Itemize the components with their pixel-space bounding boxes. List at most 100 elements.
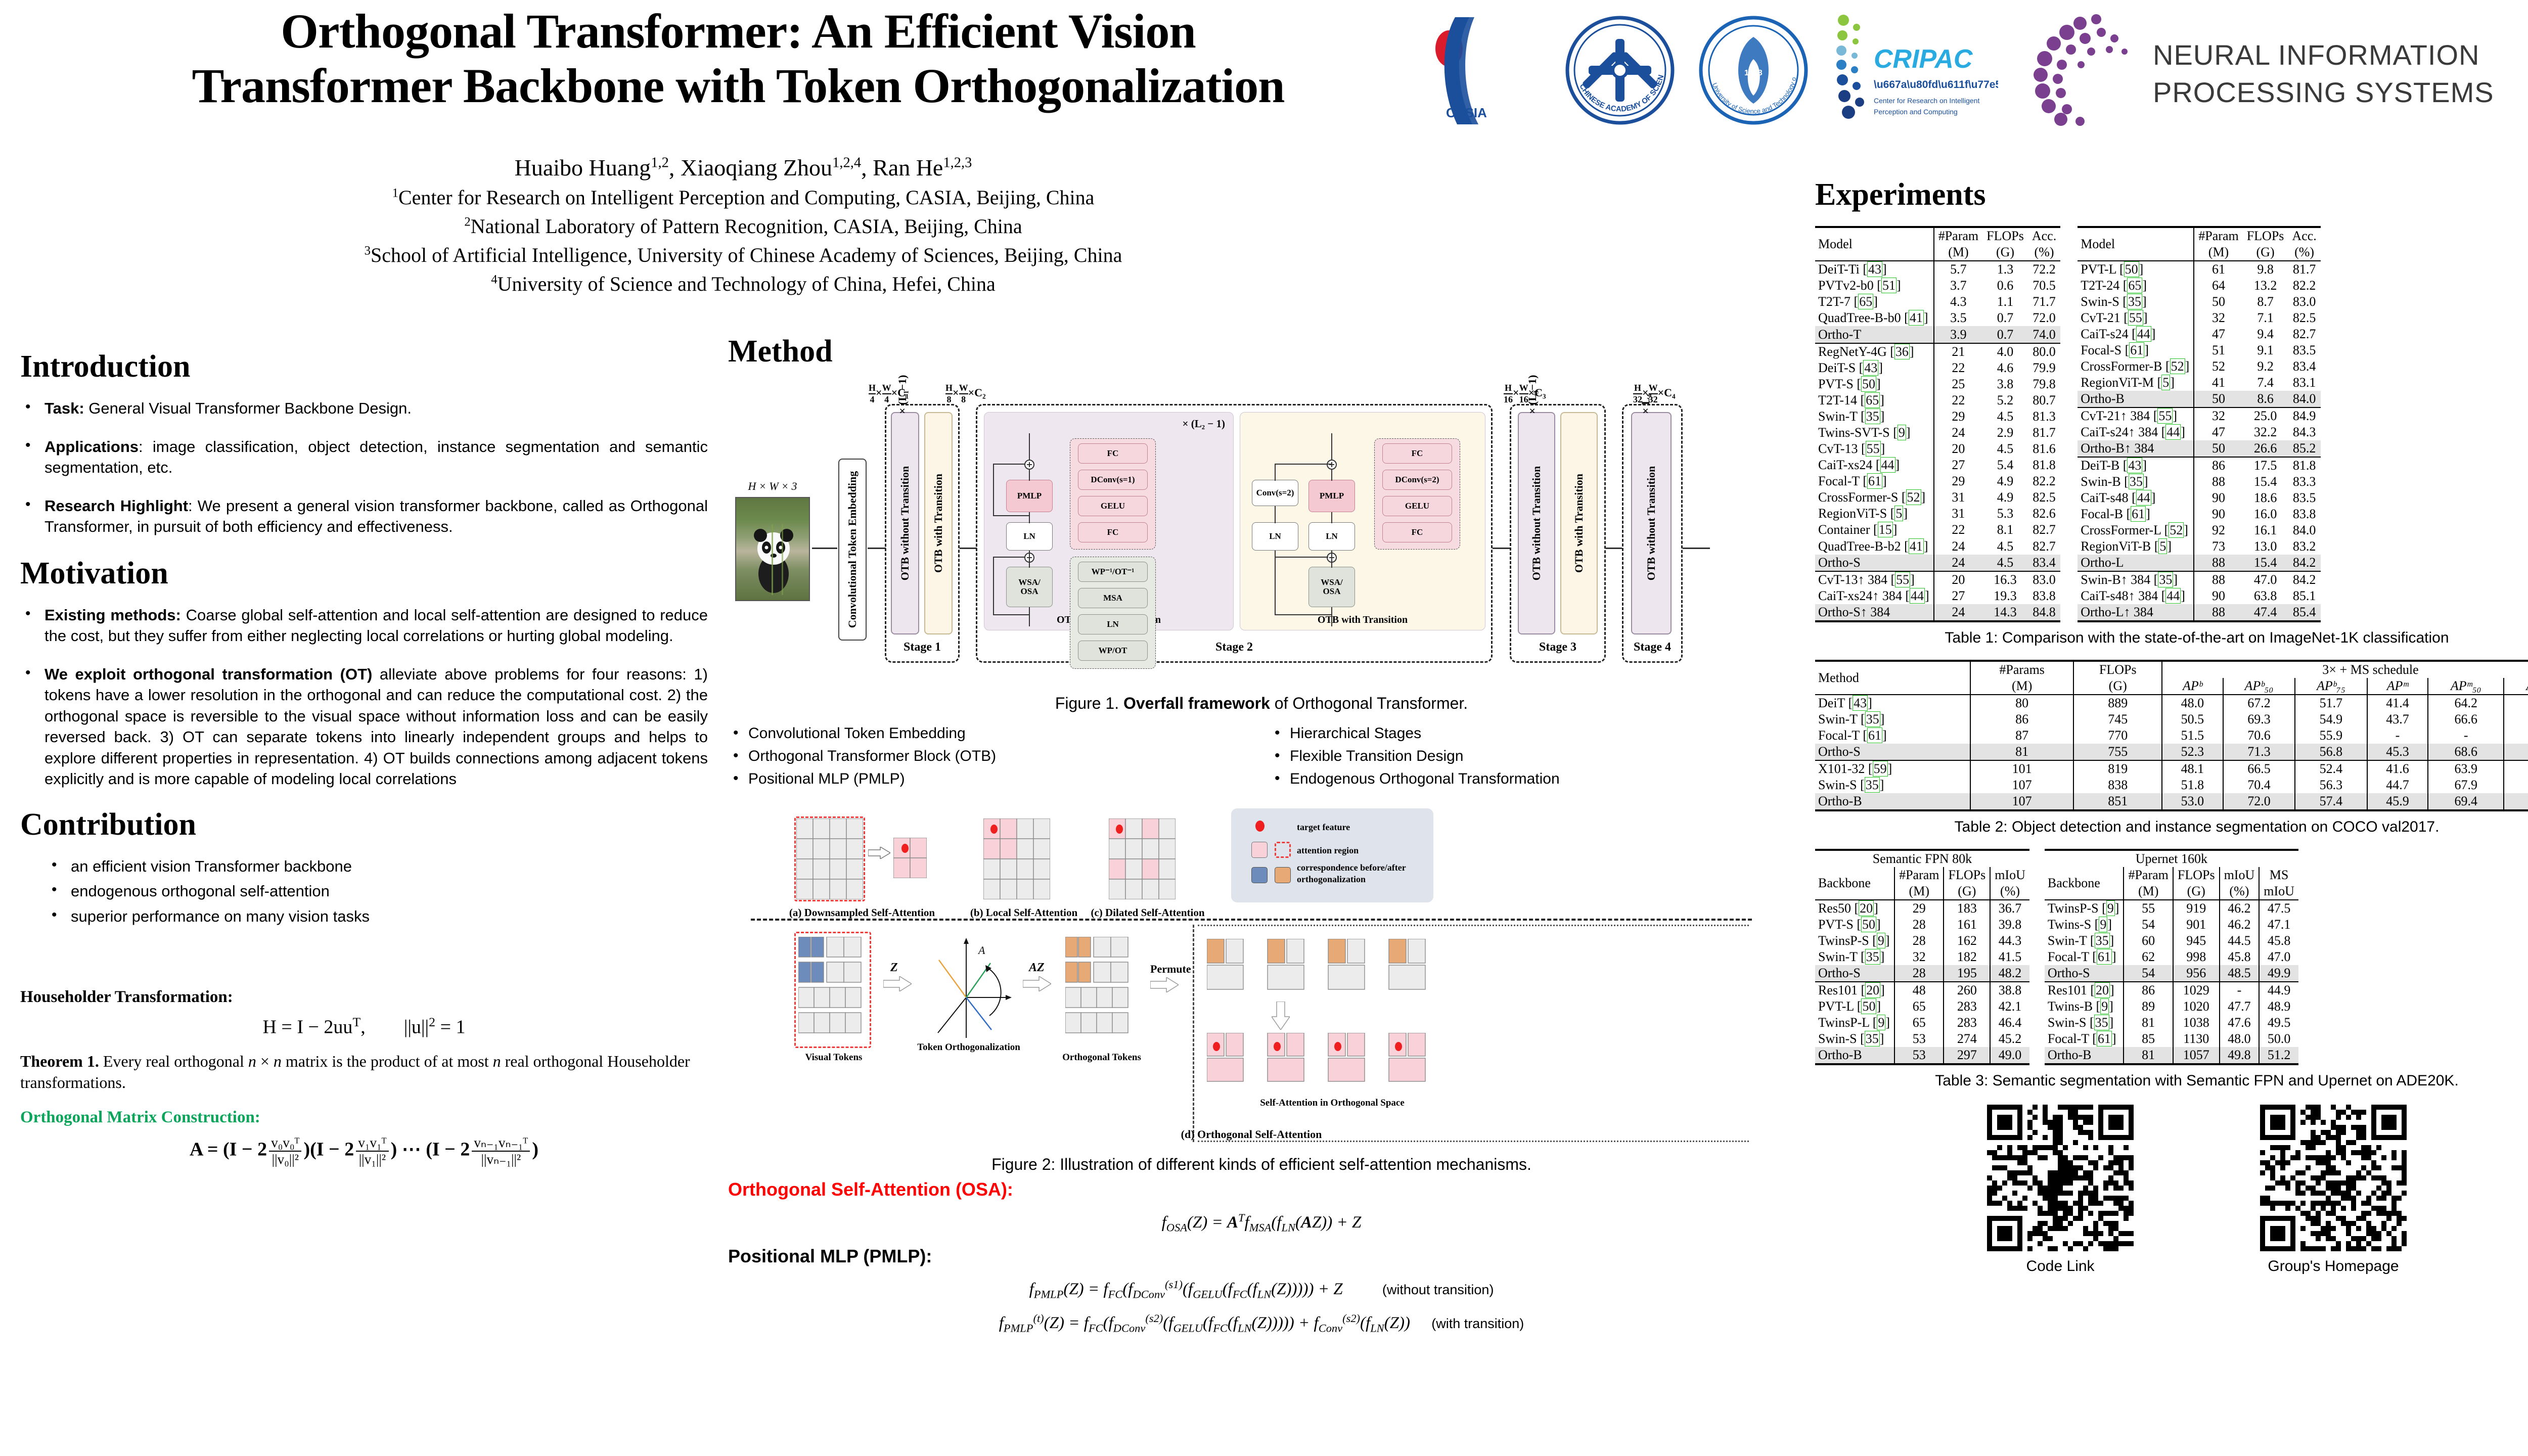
householder-formula: H = I − 2uuT, ||u||2 = 1 bbox=[262, 1014, 466, 1038]
code-link-qr[interactable] bbox=[1987, 1105, 2134, 1251]
table-3-left: Semantic FPN 80k Backbone #Param FLOPs mIoU(… bbox=[1815, 849, 2029, 1065]
page-title: Orthogonal Transformer: An Efficient Vis… bbox=[61, 4, 1416, 113]
table-row: CrossFormer-L [52] 92 16.1 84.0 bbox=[2081, 522, 2316, 538]
list-item: Endogenous Orthogonal Transformation bbox=[1270, 767, 1795, 790]
legend-correspondence-label: correspondence before/after orthogonaliz… bbox=[1297, 862, 1406, 884]
fig2d-permute-label-top: Permute bbox=[1150, 963, 1191, 975]
introduction-list: Task: General Visual Transformer Backbon… bbox=[20, 397, 708, 537]
table-row: Res50 [20] 29 183 36.7 bbox=[1815, 899, 2029, 917]
stage3-otb-with-transition: OTB with Transition bbox=[1560, 412, 1598, 634]
cripac-logo: CRIPAC \u667a\u80fd\u611f\u77e5\u4e0e\u8… bbox=[1831, 12, 2232, 128]
stage1-otb-without-transition: OTB without Transition bbox=[891, 412, 919, 634]
table-row: CrossFormer-S [52] 31 4.9 82.5 bbox=[1815, 489, 2060, 506]
fig1-caption-pre: Figure 1. bbox=[1055, 694, 1123, 712]
table-row: PVT-S [50] 28 161 39.8 bbox=[1815, 917, 2029, 933]
fig2a-arrow-icon bbox=[868, 847, 890, 859]
legend-target-dot-icon bbox=[1255, 821, 1265, 832]
fig2d-down-arrow-icon bbox=[1272, 1002, 1290, 1030]
fig2a-token-grid bbox=[796, 818, 863, 899]
table-1-caption: Table 1: Comparison with the state-of-th… bbox=[1945, 629, 2449, 646]
table-row: CaiT-xs24 [44] 27 5.4 81.8 bbox=[1815, 457, 2060, 474]
fig2d-arrow-permute-icon bbox=[1150, 977, 1179, 992]
stage-1-box bbox=[885, 404, 960, 663]
table-1-right: Model #Param FLOPs Acc. (M) (G) (%) PVT-L [50] 6… bbox=[2078, 226, 2321, 622]
skip-edge bbox=[993, 557, 1025, 558]
table-row: Res101 [20] 48 260 38.8 bbox=[1815, 981, 2029, 998]
group-homepage-qr[interactable] bbox=[2260, 1105, 2407, 1251]
node-gelu-2: GELU bbox=[1382, 496, 1452, 516]
table-row: Swin-S [35] 81 1038 47.6 49.5 bbox=[2045, 1015, 2298, 1031]
node-fc-top-2: FC bbox=[1382, 443, 1452, 464]
stage3-multiplier: × (L₃−1) bbox=[1526, 375, 1539, 415]
fig2d-orthogonal-tokens-label: Orthogonal Tokens bbox=[1062, 1052, 1141, 1063]
table-3-right: Upernet 160k Backbone #Param FLOPs mIoU MS (M)… bbox=[2044, 849, 2298, 1065]
fig2d-self-attention-orth-label: Self-Attention in Orthogonal Space bbox=[1260, 1098, 1405, 1108]
edge bbox=[1331, 433, 1332, 460]
skip-edge bbox=[1275, 464, 1276, 481]
node-msa-1: MSA bbox=[1078, 588, 1148, 608]
code-link-qr-block[interactable]: Code Link bbox=[1987, 1105, 2134, 1275]
poster-header: Orthogonal Transformer: An Efficient Vis… bbox=[0, 0, 2528, 157]
arrow-embed-to-stage1 bbox=[868, 548, 886, 549]
edge bbox=[1029, 512, 1030, 523]
node-wsa-osa-1: WSA/ OSA bbox=[1006, 567, 1053, 607]
fig2d-orth-space-row-top bbox=[1207, 939, 1426, 990]
orthogonal-matrix-formula: A = (I − 2 v₀v₀ᵀ ||v₀||²)(I − 2 v₁v₁ᵀ ||v₁||… bbox=[20, 1135, 708, 1167]
node-ln-trans-a: LN bbox=[1252, 522, 1298, 551]
skip-edge bbox=[993, 464, 1025, 465]
stage1-otb-with-transition: OTB with Transition bbox=[924, 412, 953, 634]
table-1: Model #Param FLOPs Acc. (M) (G) (%) DeiT-Ti [43… bbox=[1815, 225, 2528, 623]
edge bbox=[1029, 607, 1030, 626]
matrix-formula-tail: ) bbox=[532, 1139, 539, 1161]
frac1-den: ||v₀||² bbox=[272, 1152, 299, 1167]
skip-edge bbox=[993, 464, 994, 516]
list-item: Flexible Transition Design bbox=[1270, 744, 1795, 767]
group-homepage-label: Group's Homepage bbox=[2268, 1258, 2399, 1275]
table-row: CaiT-s24 [44] 47 9.4 82.7 bbox=[2081, 326, 2316, 342]
contribution-list: an efficient vision Transformer backbone… bbox=[47, 855, 708, 927]
frac2-num: v₁v₁ᵀ bbox=[356, 1135, 389, 1152]
fig1-caption-post: of Orthogonal Transformer. bbox=[1270, 694, 1468, 712]
affiliation-2: 2National Laboratory of Pattern Recognit… bbox=[464, 215, 1022, 238]
svg-text:PROCESSING SYSTEMS: PROCESSING SYSTEMS bbox=[2153, 76, 2494, 108]
list-item: We exploit orthogonal transformation (OT… bbox=[20, 663, 708, 790]
fig2a-attention-region bbox=[794, 816, 865, 901]
middle-column: Method H 4 × W 4 ×C₁ H 8 × W 8 ×C₂ H 16 × W 16 ×C₃ H 32 ×… bbox=[728, 334, 1795, 1335]
edge bbox=[1029, 433, 1030, 460]
fig2d-label: (d) Orthogonal Self-Attention bbox=[1181, 1128, 1322, 1141]
legend-attention-region-label: attention region bbox=[1297, 845, 1359, 855]
table-row: Res101 [20] 86 1029-44.9 bbox=[2044, 981, 2298, 998]
figure-1-caption: Figure 1. Overfall framework of Orthogon… bbox=[728, 694, 1795, 713]
node-pmlp-2: PMLP bbox=[1308, 480, 1355, 512]
fig2b-label: (b) Local Self-Attention bbox=[970, 906, 1078, 919]
skip-edge bbox=[1275, 557, 1328, 558]
stage-3-box bbox=[1510, 404, 1606, 663]
table-row: DeiT-S [43] 22 4.6 79.9 bbox=[1815, 359, 2060, 376]
table-row: PVT-L [50] 65 283 42.1 bbox=[1815, 998, 2029, 1015]
group-homepage-qr-block[interactable]: Group's Homepage bbox=[2260, 1105, 2407, 1275]
fig2d-orthogonalization-axes: A bbox=[937, 938, 1012, 1038]
node-fc-bottom-2: FC bbox=[1382, 522, 1452, 542]
table-row: Twins-S [9] 54 901 46.2 47.1 bbox=[2045, 917, 2298, 933]
table-row: DeiT-B [43] 86 17.5 81.8 bbox=[2078, 457, 2321, 474]
skip-edge bbox=[1275, 464, 1331, 465]
svg-text:\u667a\u80fd\u611f\u77e5\u4e0e: \u667a\u80fd\u611f\u77e5\u4e0e\u8ba1\u7b… bbox=[1874, 79, 1998, 90]
motivation-list: Existing methods: Coarse global self-att… bbox=[20, 604, 708, 790]
fig2d-dot-1 bbox=[1213, 1042, 1220, 1051]
frac3-den: ||vₙ₋₁||² bbox=[481, 1152, 521, 1167]
right-column: Experiments Model #Param FLOPs Acc. (M) (G) (%… bbox=[1815, 177, 2528, 1275]
dim-label-3: H 16 × W 16 ×C₃ bbox=[1504, 383, 1546, 404]
svg-text:Center for Research on Intelli: Center for Research on Intelligent bbox=[1874, 97, 1979, 105]
table-row: X101-32 [59]10181948.166.552.441.663.945… bbox=[1815, 760, 2528, 777]
node-fc-top-1: FC bbox=[1078, 443, 1148, 464]
figure-2-caption: Figure 2: Illustration of different kind… bbox=[991, 1155, 1531, 1173]
list-item: superior performance on many vision task… bbox=[47, 905, 708, 927]
table-row: Swin-S [35] 53 274 45.2 bbox=[1815, 1031, 2029, 1047]
table-row: QuadTree-B-b2 [41] 24 4.5 82.7 bbox=[1815, 538, 2060, 555]
table-row: CaiT-s24↑ 384 [44] 47 32.2 84.3 bbox=[2081, 424, 2316, 440]
affiliation-3: 3School of Artificial Intelligence, Univ… bbox=[364, 244, 1122, 267]
table-row: CaiT-s48↑ 384 [44] 90 63.8 85.1 bbox=[2081, 588, 2316, 604]
